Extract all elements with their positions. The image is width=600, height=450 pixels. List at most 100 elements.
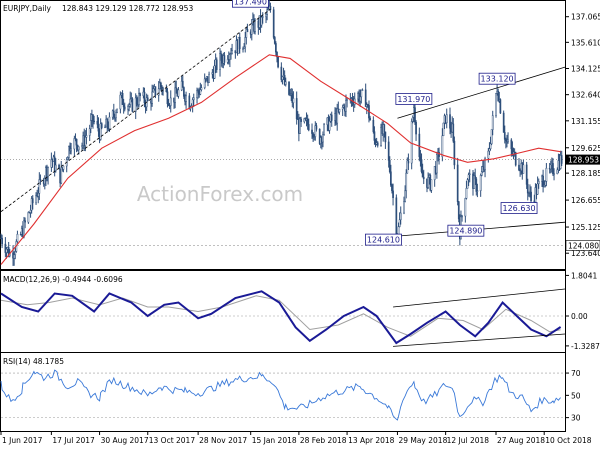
price-level-label: 124.610 xyxy=(367,235,400,244)
candle-body xyxy=(246,29,249,33)
candle-body xyxy=(398,219,401,227)
x-tick-label: 10 Oct 2018 xyxy=(545,436,592,445)
price-y-tick-label: 135.610 xyxy=(571,38,600,47)
candle-body xyxy=(441,135,444,157)
candle-body xyxy=(395,197,398,235)
candle-body xyxy=(100,123,103,128)
candle-body xyxy=(345,100,347,112)
x-tick-label: 13 Oct 2017 xyxy=(149,436,196,445)
candle-body xyxy=(152,88,155,93)
price-level-label-box xyxy=(365,233,402,246)
candle-body xyxy=(135,97,138,105)
candle-body xyxy=(364,89,367,107)
price-y-tick-label: 128.185 xyxy=(571,169,600,178)
candle-body xyxy=(488,148,491,152)
candle-body xyxy=(192,97,195,101)
candle-body xyxy=(497,91,500,101)
candle-body xyxy=(407,160,410,164)
candle-body xyxy=(231,50,233,54)
x-tick-label: 1 Jun 2017 xyxy=(2,436,43,445)
x-tick-label: 17 Jul 2017 xyxy=(52,436,95,445)
candle-body xyxy=(16,233,19,242)
candle-body xyxy=(154,86,157,96)
candle-body xyxy=(338,108,341,113)
candle-body xyxy=(468,173,471,175)
price-level-label-box xyxy=(395,93,433,105)
candle-body xyxy=(427,177,429,188)
candle-body xyxy=(387,141,390,161)
candle-body xyxy=(177,89,180,97)
candle-body xyxy=(123,106,126,110)
macd-y-tick-label: 0.00 xyxy=(571,312,588,321)
candle-body xyxy=(85,135,88,138)
price-y-tick-label: 137.065 xyxy=(571,13,600,22)
candle-body xyxy=(165,88,168,93)
candle-body xyxy=(1,237,3,245)
candle-body xyxy=(88,128,91,136)
candle-body xyxy=(24,220,26,223)
candle-body xyxy=(346,99,348,101)
chart-ohlc: 128.843 129.129 128.772 128.953 xyxy=(62,4,193,13)
candle-body xyxy=(415,121,417,135)
candle-body xyxy=(265,14,267,17)
candle-body xyxy=(199,89,202,95)
candle-body xyxy=(122,104,125,108)
support-axis-tag xyxy=(565,240,600,251)
candle-body xyxy=(174,87,176,103)
candle-body xyxy=(104,126,106,129)
candle-body xyxy=(525,164,528,185)
price-level-label-box xyxy=(500,202,538,214)
candle-body xyxy=(514,152,517,166)
candle-body xyxy=(372,119,375,132)
candle-body xyxy=(373,131,376,141)
candle-body xyxy=(112,110,115,116)
candle-body xyxy=(461,215,463,218)
rsi-line xyxy=(0,369,561,421)
candle-body xyxy=(530,191,532,202)
candle-body xyxy=(13,254,15,259)
candle-body xyxy=(436,154,438,174)
candle-body xyxy=(421,171,424,178)
candle-body xyxy=(62,165,65,170)
candle-body xyxy=(383,124,386,133)
candle-body xyxy=(75,138,78,146)
current-price-label: 128.953 xyxy=(568,156,599,165)
candle-body xyxy=(151,91,153,104)
candle-body xyxy=(31,198,34,204)
candle-body xyxy=(410,121,413,164)
candle-body xyxy=(330,114,333,121)
candle-body xyxy=(166,91,169,105)
candle-body xyxy=(220,53,222,61)
candle-body xyxy=(388,160,391,172)
watermark: ActionForex.com xyxy=(137,182,303,206)
price-y-tick-label: 132.640 xyxy=(571,91,600,100)
candle-body xyxy=(480,171,483,176)
candle-body xyxy=(361,89,364,91)
rsi-y-tick-label: 50 xyxy=(571,391,581,400)
candle-body xyxy=(549,164,552,170)
macd-trendline xyxy=(393,288,566,308)
x-tick-label: 28 Feb 2018 xyxy=(300,436,347,445)
candle-body xyxy=(203,78,206,88)
candle-body xyxy=(146,97,149,101)
candle-body xyxy=(288,81,290,95)
candle-body xyxy=(499,99,502,114)
candle-body xyxy=(491,115,494,130)
candle-body xyxy=(315,125,318,130)
candle-body xyxy=(464,198,467,217)
candle-body xyxy=(526,184,529,194)
candle-body xyxy=(336,108,339,124)
macd-line xyxy=(0,290,562,345)
candle-body xyxy=(273,37,276,44)
candle-body xyxy=(96,120,99,125)
candle-body xyxy=(292,98,295,103)
candle-body xyxy=(275,43,277,53)
macd-signal-line xyxy=(0,295,561,337)
candle-body xyxy=(54,164,57,172)
candle-body xyxy=(418,133,421,158)
candle-body xyxy=(35,195,37,204)
candle-body xyxy=(127,106,129,110)
candle-body xyxy=(545,167,548,182)
candle-body xyxy=(183,87,185,97)
candle-body xyxy=(484,158,486,171)
